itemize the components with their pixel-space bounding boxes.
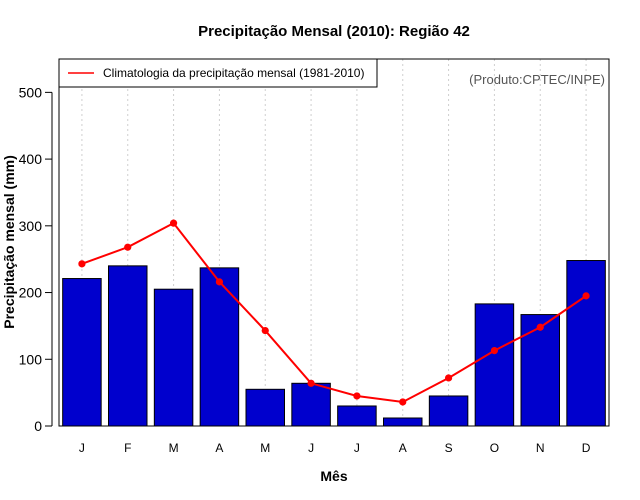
x-tick-label-10: N (536, 441, 545, 455)
credit-annotation: (Produto:CPTEC/INPE) (469, 72, 605, 87)
legend-label: Climatologia da precipitação mensal (198… (103, 66, 364, 80)
bar-9 (474, 303, 515, 427)
x-tick-label-5: J (308, 441, 314, 455)
y-tick-label-200: 200 (19, 285, 43, 301)
x-tick-label-9: O (490, 441, 499, 455)
bar-8 (428, 395, 469, 427)
bar-series (62, 260, 606, 427)
climatology-point-2 (169, 219, 178, 227)
legend: Climatologia da precipitação mensal (198… (58, 58, 378, 88)
climatology-point-0 (78, 260, 86, 268)
x-tick-label-0: J (79, 441, 85, 455)
climatology-point-6 (353, 392, 361, 400)
climatology-point-3 (215, 278, 224, 286)
x-tick-label-6: J (354, 441, 360, 455)
bar-1 (108, 265, 148, 427)
y-tick-label-500: 500 (19, 84, 43, 100)
x-tick-label-7: A (399, 441, 407, 455)
climatology-point-4 (261, 326, 269, 335)
climatology-line (81, 221, 587, 404)
climatology-point-1 (124, 243, 132, 251)
x-tick-label-3: A (215, 441, 223, 455)
bar-6 (337, 405, 377, 427)
y-axis: 0 100 200 300 400 500 (19, 84, 53, 434)
y-tick-label-400: 400 (19, 151, 43, 167)
bar-3 (199, 267, 240, 427)
bar-11 (566, 260, 606, 427)
x-tick-label-2: M (169, 441, 179, 455)
bar-0 (62, 278, 102, 427)
climatology-point-5 (307, 379, 315, 387)
bar-5 (291, 382, 331, 427)
x-tick-label-11: D (582, 441, 591, 455)
bar-2 (153, 288, 194, 427)
y-tick-label-100: 100 (19, 351, 43, 367)
y-tick-label-0: 0 (34, 418, 42, 434)
climatology-point-7 (399, 398, 407, 406)
x-axis-label: Mês (320, 468, 347, 484)
climatology-point-9 (490, 346, 499, 355)
legend-box (58, 58, 378, 88)
bar-10 (520, 314, 560, 427)
climatology-point-8 (444, 374, 453, 382)
x-tick-label-1: F (124, 441, 131, 455)
x-tick-label-4: M (260, 441, 270, 455)
climatology-point-10 (536, 323, 544, 331)
climatology-point-11 (582, 292, 590, 300)
bar-7 (383, 417, 423, 427)
climatology-line-series (78, 219, 590, 406)
x-tick-label-8: S (445, 441, 453, 455)
bar-4 (245, 388, 285, 427)
y-axis-label: Precipitação mensal (mm) (1, 155, 17, 329)
chart-title: Precipitação Mensal (2010): Região 42 (198, 23, 470, 40)
y-tick-label-300: 300 (19, 218, 43, 234)
